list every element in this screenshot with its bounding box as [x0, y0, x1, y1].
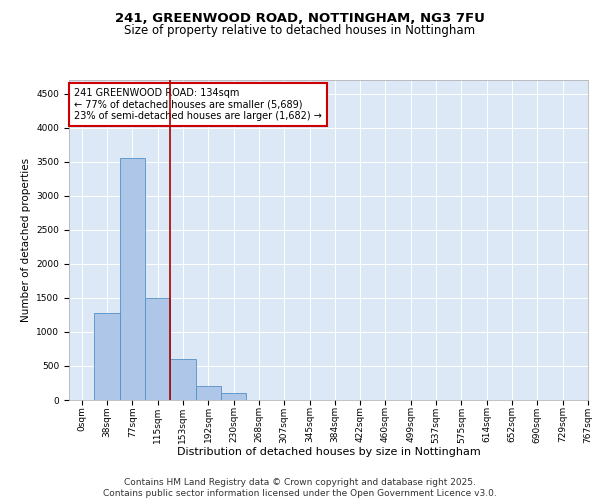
Bar	[196, 386, 221, 400]
Y-axis label: Number of detached properties: Number of detached properties	[21, 158, 31, 322]
Text: 241 GREENWOOD ROAD: 134sqm
← 77% of detached houses are smaller (5,689)
23% of s: 241 GREENWOOD ROAD: 134sqm ← 77% of deta…	[74, 88, 322, 121]
X-axis label: Distribution of detached houses by size in Nottingham: Distribution of detached houses by size …	[176, 447, 481, 457]
Text: Contains HM Land Registry data © Crown copyright and database right 2025.
Contai: Contains HM Land Registry data © Crown c…	[103, 478, 497, 498]
Bar	[221, 392, 246, 400]
Text: 241, GREENWOOD ROAD, NOTTINGHAM, NG3 7FU: 241, GREENWOOD ROAD, NOTTINGHAM, NG3 7FU	[115, 12, 485, 26]
Text: Size of property relative to detached houses in Nottingham: Size of property relative to detached ho…	[124, 24, 476, 37]
Bar	[119, 158, 145, 400]
Bar	[145, 298, 170, 400]
Bar	[170, 359, 196, 400]
Bar	[94, 313, 119, 400]
